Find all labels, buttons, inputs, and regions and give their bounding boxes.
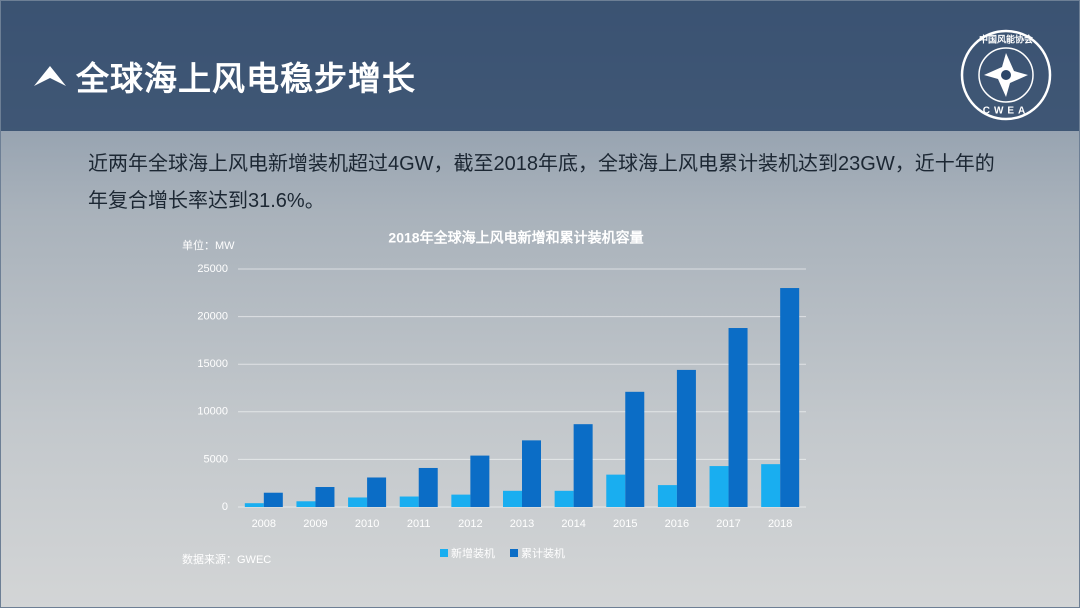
x-tick-label: 2015 bbox=[613, 518, 637, 530]
x-tick-label: 2018 bbox=[768, 518, 792, 530]
logo-name: 中国风能协会 bbox=[979, 33, 1034, 44]
bar bbox=[761, 464, 781, 507]
bar bbox=[606, 474, 626, 507]
bar bbox=[367, 477, 387, 507]
bar bbox=[625, 391, 645, 507]
bar bbox=[657, 485, 677, 507]
bar bbox=[470, 455, 490, 507]
bar bbox=[418, 467, 438, 507]
legend-label: 新增装机 bbox=[451, 546, 495, 560]
x-tick-label: 2009 bbox=[303, 518, 327, 530]
bar bbox=[554, 490, 574, 507]
x-tick-label: 2014 bbox=[561, 518, 585, 530]
logo-abbr: CWEA bbox=[983, 106, 1030, 117]
legend-swatch bbox=[440, 549, 448, 557]
header-bar bbox=[0, 0, 1080, 131]
x-tick-label: 2012 bbox=[458, 518, 482, 530]
legend-label: 累计装机 bbox=[521, 546, 565, 560]
legend-swatch bbox=[510, 549, 518, 557]
y-tick-label: 15000 bbox=[197, 358, 228, 370]
bar bbox=[399, 496, 419, 507]
x-tick-label: 2011 bbox=[407, 518, 431, 530]
logo: 中国风能协会 CWEA bbox=[960, 29, 1052, 121]
slide-title: 全球海上风电稳步增长 bbox=[76, 60, 416, 97]
bar bbox=[296, 501, 316, 507]
x-tick-label: 2013 bbox=[510, 518, 534, 530]
unit-label: 单位：MW bbox=[182, 238, 235, 252]
y-tick-label: 20000 bbox=[197, 311, 228, 323]
x-tick-label: 2008 bbox=[252, 518, 276, 530]
bar bbox=[728, 328, 748, 507]
y-tick-label: 10000 bbox=[197, 406, 228, 418]
bar bbox=[573, 424, 593, 507]
bar bbox=[263, 492, 283, 507]
x-tick-label: 2017 bbox=[716, 518, 740, 530]
bar bbox=[451, 494, 471, 507]
body-text: 近两年全球海上风电新增装机超过4GW，截至2018年底，全球海上风电累计装机达到… bbox=[88, 153, 995, 212]
bar bbox=[709, 466, 729, 507]
bar bbox=[315, 487, 335, 507]
bar bbox=[348, 497, 368, 507]
bar bbox=[503, 490, 522, 507]
chart-title: 2018年全球海上风电新增和累计装机容量 bbox=[388, 230, 643, 246]
x-tick-label: 2016 bbox=[665, 518, 689, 530]
x-tick-label: 2010 bbox=[355, 518, 379, 530]
y-tick-label: 5000 bbox=[204, 453, 228, 465]
arrow-icon bbox=[34, 66, 66, 86]
bar bbox=[780, 288, 800, 507]
bar bbox=[522, 440, 541, 507]
source-note: 数据来源：GWEC bbox=[182, 552, 271, 566]
y-tick-label: 0 bbox=[222, 501, 228, 513]
bar bbox=[244, 503, 264, 507]
bar bbox=[676, 369, 696, 507]
y-tick-label: 25000 bbox=[197, 263, 228, 275]
